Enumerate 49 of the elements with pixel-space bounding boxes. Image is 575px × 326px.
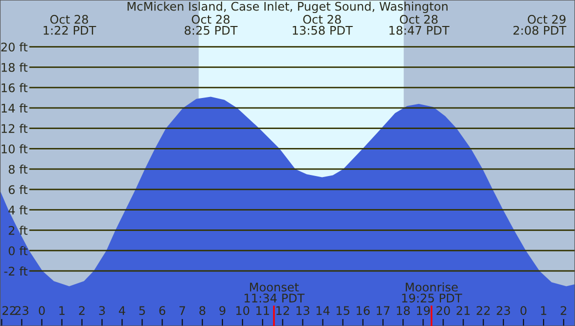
y-tick-label: 14 ft xyxy=(2,104,28,112)
y-tick-label: 8 ft xyxy=(8,164,28,174)
y-tick-label: -2 ft xyxy=(4,266,28,276)
ref-line-label: Moonrise 19:25 PDT xyxy=(402,282,462,303)
y-tick-label: 12 ft xyxy=(2,124,28,133)
x-tick-label: 14 xyxy=(316,306,330,315)
x-tick-label: 1 xyxy=(59,306,65,315)
x-tick-label: 2 xyxy=(79,306,85,315)
x-tick-label: 10 xyxy=(236,306,250,315)
x-tick-label: 17 xyxy=(376,306,390,315)
y-tick-label: 18 ft xyxy=(2,62,28,72)
y-tick-label: 0 ft xyxy=(8,246,28,256)
x-tick-label: 22 xyxy=(2,306,16,315)
x-tick-label: 8 xyxy=(199,306,206,315)
x-tick-label: 16 xyxy=(356,306,370,315)
x-tick-label: 22 xyxy=(476,306,490,315)
y-tick-label: 10 ft xyxy=(2,144,28,154)
y-tick-label: 4 ft xyxy=(8,205,28,214)
x-tick-label: 23 xyxy=(15,306,28,315)
x-tick-label: 1 xyxy=(541,306,546,315)
y-tick-label: 20 ft xyxy=(1,42,28,52)
x-tick-label: 7 xyxy=(180,306,186,315)
x-tick-label: 20 xyxy=(436,306,450,315)
x-tick-label: 19 xyxy=(416,306,430,315)
y-tick-label: 2 ft xyxy=(8,226,28,235)
annotation: Oct 29 2:08 PDT xyxy=(513,14,566,35)
annotation: Oct 28 18:47 PDT xyxy=(389,14,450,35)
annotation: Oct 28 13:58 PDT xyxy=(292,14,353,35)
x-tick-label: 2 xyxy=(560,306,566,315)
ref-line-label: Moonset 11:34 PDT xyxy=(244,282,305,303)
annotation: Oct 28 1:22 PDT xyxy=(44,14,96,35)
x-tick-label: 11 xyxy=(256,306,269,315)
y-tick-label: 16 ft xyxy=(2,83,28,92)
x-tick-label: 4 xyxy=(118,306,126,315)
annotation: Oct 28 8:25 PDT xyxy=(184,14,238,35)
x-tick-label: 3 xyxy=(99,306,105,315)
x-tick-label: 9 xyxy=(219,306,226,315)
x-tick-label: 15 xyxy=(336,306,350,315)
x-tick-label: 13 xyxy=(296,306,310,315)
y-tick-label: 6 ft xyxy=(8,185,28,194)
x-tick-label: 6 xyxy=(159,306,166,315)
x-tick-label: 23 xyxy=(496,306,510,315)
x-tick-label: 12 xyxy=(276,306,289,315)
x-tick-label: 18 xyxy=(396,306,410,315)
chart-title: McMicken Island, Case Inlet, Puget Sound, Washington xyxy=(128,2,448,14)
x-tick-label: 5 xyxy=(139,306,145,315)
x-tick-label: 0 xyxy=(520,306,526,315)
x-tick-label: 0 xyxy=(38,306,45,315)
x-tick-label: 21 xyxy=(456,306,470,315)
